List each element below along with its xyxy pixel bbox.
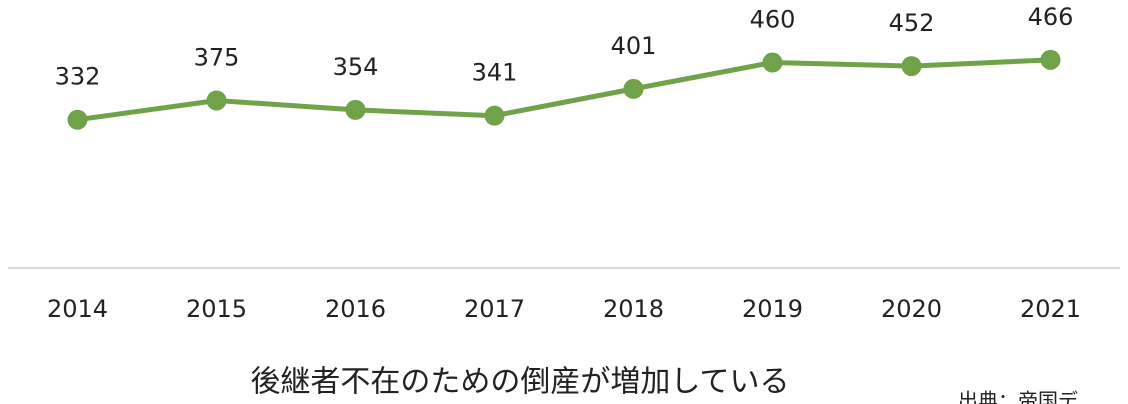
x-tick-label: 2019 [742,295,803,323]
x-tick-label: 2016 [325,295,386,323]
chart-caption: 後継者不在のための倒産が増加している [250,365,789,400]
x-tick-label: 2018 [603,295,664,323]
data-label: 332 [55,63,101,91]
x-tick-label: 2020 [881,295,942,323]
line [77,57,1051,123]
marker [484,105,505,126]
marker [1040,49,1061,70]
data-label: 341 [472,59,518,87]
data-label: 452 [889,9,935,37]
marker [762,52,783,73]
marker [345,99,366,120]
data-label: 466 [1028,3,1074,31]
data-label: 354 [333,53,379,81]
data-label: 375 [194,44,240,72]
x-tick-label: 2014 [47,295,108,323]
x-tick-label: 2021 [1020,295,1081,323]
x-tick-label: 2017 [464,295,525,323]
data-label: 460 [750,6,796,34]
x-tick-label: 2015 [186,295,247,323]
marker [901,56,922,77]
marker [67,109,88,130]
source-note: 出典：帝国デ [958,389,1078,404]
marker [206,90,227,111]
data-label: 401 [611,32,657,60]
marker [623,78,644,99]
